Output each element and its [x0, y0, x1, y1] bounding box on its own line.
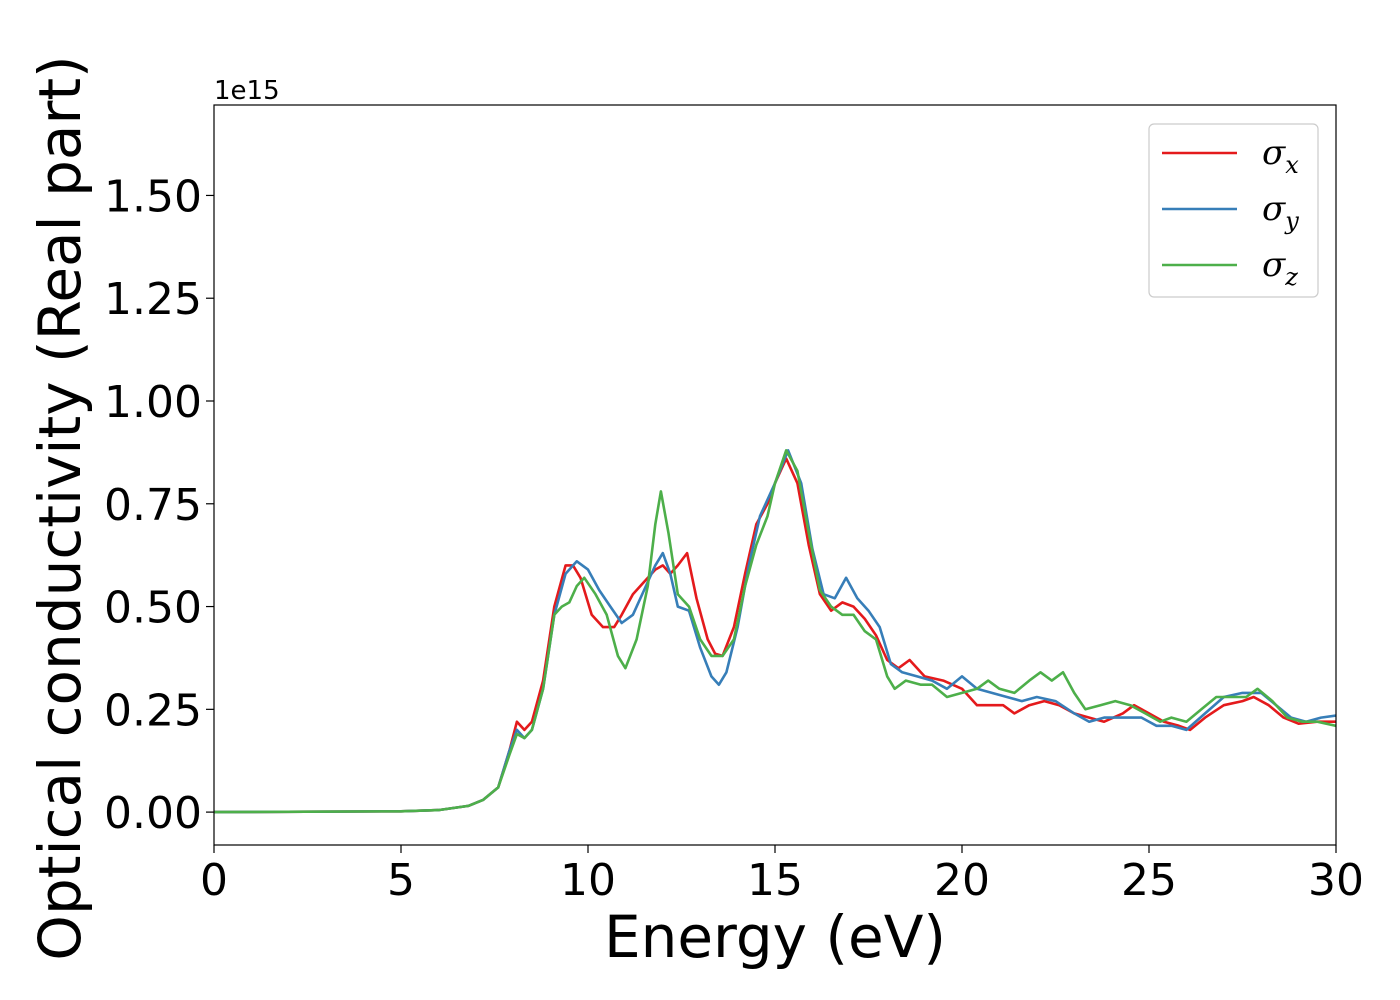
x-axis-label: Energy (eV)	[604, 903, 946, 971]
y-tick-label: 0.50	[104, 583, 202, 634]
x-tick-label: 0	[200, 855, 228, 906]
y-tick-label: 1.00	[104, 377, 202, 428]
y-tick-label: 0.25	[104, 685, 202, 736]
series-line-z	[214, 449, 1336, 814]
x-tick-label: 25	[1121, 855, 1177, 906]
x-axis: 0 5 10 15 20 25 30	[200, 845, 1364, 906]
y-tick-label: 0.75	[104, 480, 202, 531]
y-axis-offset-label: 1e15	[214, 76, 280, 106]
legend-box	[1148, 123, 1319, 298]
y-axis: 0.00 0.25 0.50 0.75 1.00 1.25 1.50	[104, 171, 214, 839]
y-axis-label: Optical conductivity (Real part)	[26, 55, 94, 960]
series-layer	[214, 449, 1336, 814]
x-tick-label: 20	[934, 855, 990, 906]
y-tick-label: 1.50	[104, 171, 202, 222]
y-tick-label: 0.00	[104, 788, 202, 839]
x-tick-label: 15	[747, 855, 803, 906]
x-tick-label: 30	[1308, 855, 1364, 906]
series-line-x	[214, 457, 1336, 814]
y-tick-label: 1.25	[104, 274, 202, 325]
x-tick-label: 10	[560, 855, 616, 906]
x-tick-label: 5	[387, 855, 415, 906]
